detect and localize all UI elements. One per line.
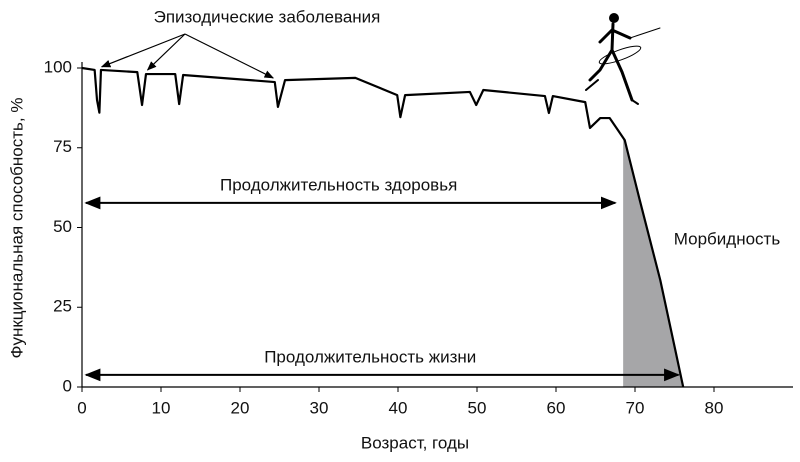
morbidity-label: Морбидность bbox=[674, 229, 781, 248]
y-axis-label: Функциональная способность, % bbox=[7, 98, 26, 359]
y-tick-label: 75 bbox=[53, 137, 72, 156]
y-tick-label: 0 bbox=[63, 376, 72, 395]
x-tick-label: 80 bbox=[705, 398, 724, 417]
span-label: Продолжительность жизни bbox=[264, 347, 476, 366]
x-tick-label: 70 bbox=[626, 398, 645, 417]
x-tick-label: 30 bbox=[310, 398, 329, 417]
x-axis-label: Возраст, годы bbox=[361, 433, 469, 452]
x-tick-label: 0 bbox=[77, 398, 86, 417]
x-tick-label: 60 bbox=[547, 398, 566, 417]
episode-arrow bbox=[146, 33, 186, 71]
episode-arrow bbox=[100, 33, 186, 68]
y-tick-label: 50 bbox=[53, 217, 72, 236]
y-tick-label: 100 bbox=[44, 57, 72, 76]
runner-icon bbox=[585, 13, 661, 105]
episode-arrow bbox=[184, 33, 275, 79]
x-tick-label: 40 bbox=[389, 398, 408, 417]
y-tick-label: 25 bbox=[53, 297, 72, 316]
x-tick-label: 50 bbox=[468, 398, 487, 417]
line bbox=[81, 66, 685, 388]
morbidity-area bbox=[623, 137, 684, 387]
x-tick-label: 20 bbox=[231, 398, 250, 417]
span-label: Продолжительность здоровья bbox=[220, 175, 457, 194]
x-tick-label: 10 bbox=[152, 398, 171, 417]
episodes-label: Эпизодические заболевания bbox=[154, 7, 381, 26]
